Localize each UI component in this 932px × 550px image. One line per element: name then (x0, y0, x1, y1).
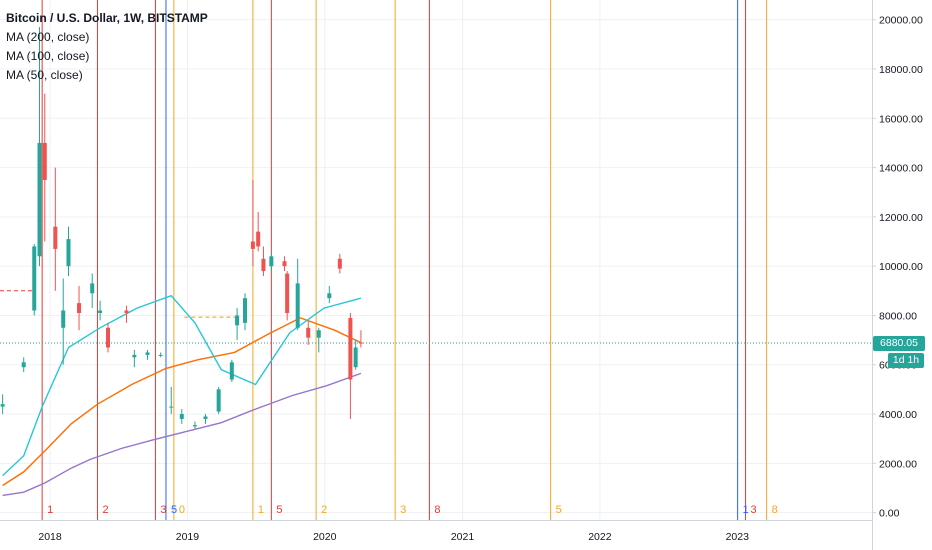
vertical-marker-label: 1 (47, 504, 53, 516)
candle-body (53, 226, 58, 249)
candle-body (243, 298, 248, 323)
time-tick-label: 2023 (726, 531, 750, 543)
candle-body (98, 310, 103, 313)
vertical-marker-label: 8 (434, 504, 440, 516)
vertical-marker-label: 8 (772, 504, 778, 516)
price-tick-label: 10000.00 (879, 261, 923, 273)
vertical-marker-label: 2 (102, 504, 108, 516)
candle-body (169, 406, 174, 408)
candle-body (327, 293, 332, 299)
candle-body (77, 303, 82, 313)
candle-body (229, 362, 234, 380)
vertical-marker-label: 1 (258, 504, 264, 516)
price-axis[interactable]: 0.002000.004000.006000.008000.0010000.00… (872, 0, 932, 550)
countdown-tag: 1d 1h (888, 353, 924, 368)
vertical-marker-label: 1 (743, 504, 749, 516)
price-tick-label: 8000.00 (879, 310, 917, 322)
candle-body (348, 317, 353, 380)
price-tick-label: 0.00 (879, 508, 900, 520)
time-tick-label: 2022 (588, 531, 612, 543)
candles (0, 27, 363, 429)
vertical-markers (41, 0, 768, 520)
price-tick-label: 16000.00 (879, 113, 923, 125)
candle-body (132, 354, 137, 358)
candle-body (158, 354, 163, 356)
candle-body (66, 239, 71, 267)
time-axis-bg (0, 520, 872, 550)
last-price-tag: 6880.05 (873, 336, 925, 351)
candle-body (261, 258, 266, 272)
candle-body (235, 315, 240, 326)
candle-body (192, 425, 197, 427)
chart-legend: Bitcoin / U.S. Dollar, 1W, BITSTAMP MA (… (6, 9, 208, 85)
candle-body (256, 231, 261, 247)
candle-body (61, 310, 66, 328)
moving-averages (2, 294, 362, 497)
candle-body (269, 256, 274, 267)
candle-body (37, 142, 42, 257)
vertical-marker-label: 0 (179, 504, 185, 516)
ma-line (2, 372, 362, 497)
candle-body (179, 414, 184, 419)
candle-body (316, 330, 321, 338)
candle-body (203, 416, 208, 419)
grid-lines (0, 0, 872, 520)
price-tick-label: 20000.00 (879, 15, 923, 27)
price-tick-label: 12000.00 (879, 212, 923, 224)
candle-body (337, 258, 342, 269)
candle-body (358, 342, 363, 344)
time-axis[interactable]: 2018 2019 2020 2021 2022 2023 (0, 520, 872, 550)
price-tick-label: 2000.00 (879, 458, 917, 470)
price-tick-label: 18000.00 (879, 64, 923, 76)
legend-symbol-title[interactable]: Bitcoin / U.S. Dollar, 1W, BITSTAMP (6, 11, 208, 25)
vertical-marker-label: 3 (751, 504, 757, 516)
candle-body (0, 404, 5, 407)
candle-body (145, 352, 150, 355)
price-tick-label: 4000.00 (879, 409, 917, 421)
vertical-marker-label: 5 (276, 504, 282, 516)
candle-body (124, 310, 129, 313)
level-lines (0, 290, 872, 344)
candle-body (306, 327, 311, 338)
ma-line (2, 317, 362, 487)
ma-line (2, 294, 362, 477)
candle-body (295, 283, 300, 328)
candle-body (216, 389, 221, 412)
legend-ma100[interactable]: MA (100, close) (6, 49, 90, 63)
candle-body (32, 246, 37, 311)
vertical-marker-label: 5 (171, 504, 177, 516)
legend-ma200[interactable]: MA (200, close) (6, 30, 90, 44)
candle-body (250, 241, 255, 249)
vertical-marker-label: 3 (400, 504, 406, 516)
candle-body (21, 362, 26, 368)
candle-body (353, 347, 358, 368)
candle-body (285, 273, 290, 313)
price-tick-label: 14000.00 (879, 163, 923, 175)
candle-body (42, 142, 47, 180)
time-tick-label: 2018 (38, 531, 62, 543)
vertical-marker-label: 5 (556, 504, 562, 516)
legend-ma50[interactable]: MA (50, close) (6, 68, 83, 82)
vertical-marker-label: 2 (321, 504, 327, 516)
time-tick-label: 2019 (176, 531, 200, 543)
vertical-marker-label: 3 (160, 504, 166, 516)
candle-body (106, 327, 111, 348)
time-tick-label: 2021 (451, 531, 475, 543)
candle-body (90, 283, 95, 294)
time-tick-label: 2020 (313, 531, 337, 543)
price-axis-bg (872, 0, 932, 550)
candle-body (282, 261, 287, 267)
